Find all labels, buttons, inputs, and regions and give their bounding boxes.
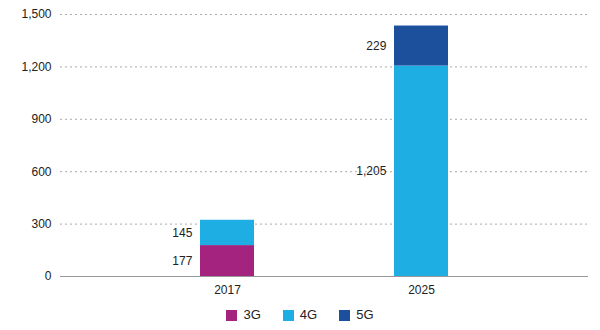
svg-text:0: 0 [45, 269, 52, 283]
svg-text:300: 300 [31, 217, 51, 231]
html-text:4G: 4G [299, 306, 318, 322]
svg-text:229: 229 [366, 39, 386, 53]
svg-text:2017: 2017 [214, 283, 241, 297]
svg-text:600: 600 [31, 165, 51, 179]
html-text:3G: 3G [243, 306, 261, 322]
svg-text:177: 177 [172, 254, 192, 268]
svg-text:900: 900 [31, 112, 51, 126]
svg-text:1,205: 1,205 [356, 164, 386, 178]
svg-text:2025: 2025 [408, 283, 435, 297]
html-text:5G: 5G [356, 306, 374, 322]
svg-text:145: 145 [172, 226, 192, 240]
svg-text:1,200: 1,200 [21, 60, 51, 74]
svg-text:1,500: 1,500 [21, 7, 51, 21]
